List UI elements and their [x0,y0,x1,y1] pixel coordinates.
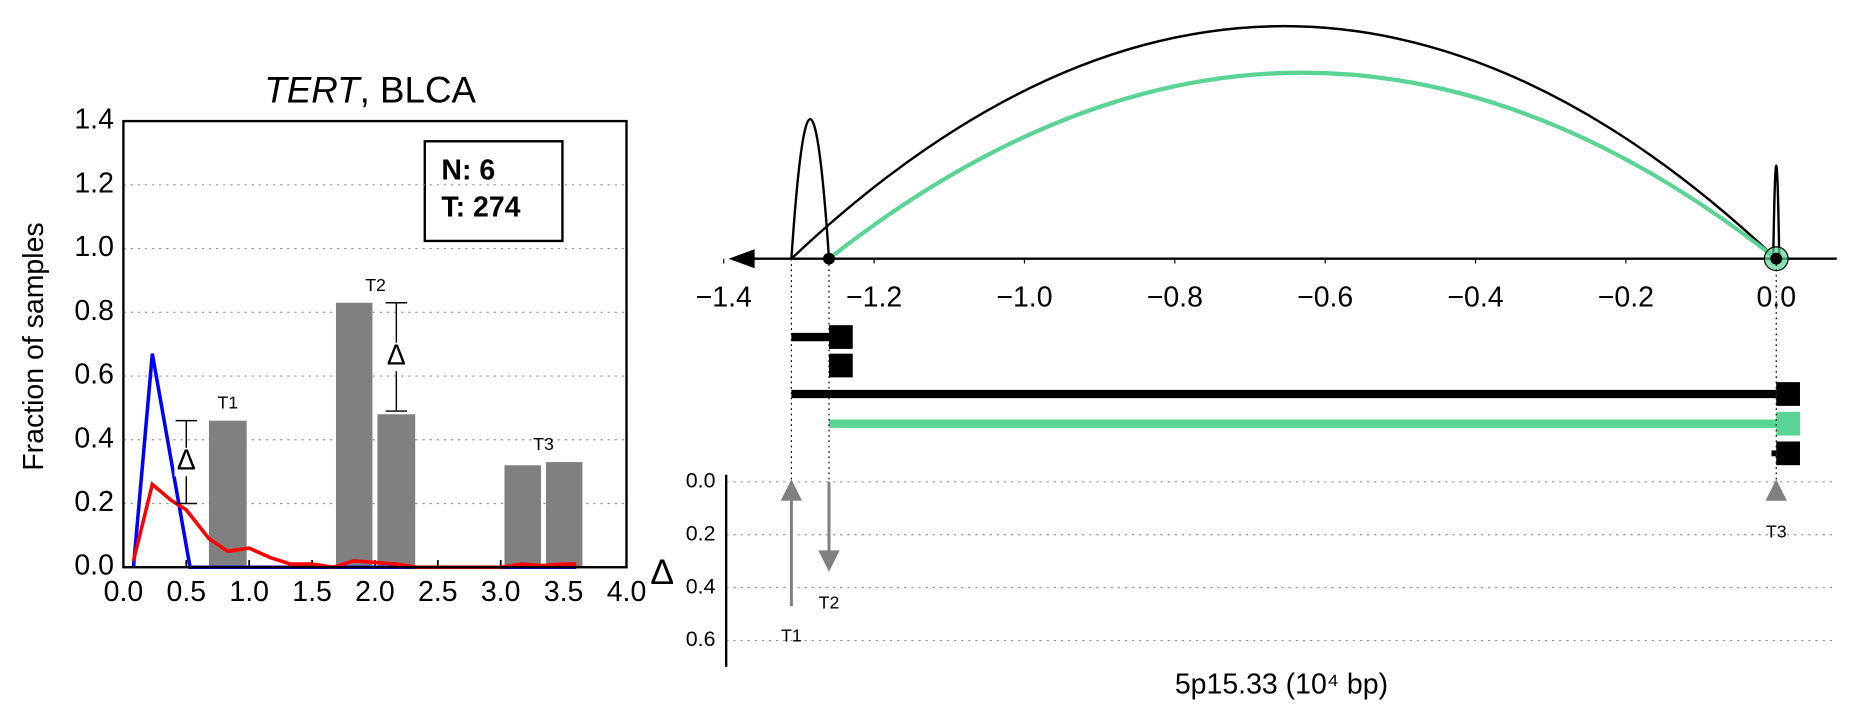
x-tick-label: 3.5 [544,576,584,608]
x-axis-label: 5p15.33 (10⁴ bp) [1175,668,1388,700]
y-tick-label: 0.2 [74,486,114,518]
group-label: T3 [533,434,554,454]
x-tick-label: 2.5 [418,576,458,608]
y-tick-label: 0.0 [74,550,114,582]
bar [377,414,416,568]
site-dot [1770,252,1783,265]
y-tick-label: 0.4 [74,422,114,454]
junction-arc [790,118,831,259]
delta-tick-label: 0.6 [686,627,716,651]
junction-arc [1772,164,1781,259]
delta-tick-label: 0.0 [686,468,716,492]
delta-tick-label: 0.4 [686,574,716,598]
delta-symbol: Δ [387,339,406,371]
delta-label: T1 [781,626,802,646]
chart-title: TERT, BLCA [264,69,476,110]
exon [1776,382,1800,406]
delta-axis-label: Δ [650,552,674,592]
x-tick-label: −0.8 [1147,282,1203,314]
x-tick-label: −1.0 [996,282,1052,314]
x-tick-label: 0.0 [104,576,144,608]
delta-arrow-head [818,550,840,572]
x-tick-label: 2.0 [355,576,395,608]
y-tick-label: 0.8 [74,295,114,327]
y-axis-label: Fraction of samples [18,222,50,470]
x-tick-label: −0.4 [1447,282,1503,314]
annotation-text: N: 6 [441,155,495,187]
x-tick-label: 1.5 [292,576,332,608]
exon [828,325,853,349]
group-label: T1 [217,393,238,413]
bar [545,462,583,568]
delta-symbol: Δ [177,445,196,477]
junction-arc [790,24,1778,260]
delta-arrow-head [780,479,803,501]
delta-label: T2 [819,593,840,613]
bar [208,420,247,568]
annotation-text: T: 274 [441,191,520,223]
exon [1776,441,1800,466]
delta-tick-label: 0.2 [686,521,716,545]
x-tick-label: 3.0 [481,576,521,608]
delta-symbol-bg [384,342,409,372]
delta-symbol-bg [174,447,199,477]
x-tick-label: −1.4 [696,282,752,314]
x-tick-label: 0.5 [166,576,206,608]
delta-label: T3 [1766,522,1787,542]
exon [828,353,853,378]
title-gene: TERT [264,69,362,110]
y-tick-label: 0.6 [74,359,114,391]
x-tick-label: 4.0 [607,576,647,608]
annotation-box [423,140,564,243]
x-tick-label: −1.2 [846,282,902,314]
axis-arrow [728,249,755,269]
title-cohort: , BLCA [360,69,477,110]
bar [504,465,541,568]
y-tick-label: 1.0 [74,231,114,263]
y-tick-label: 1.2 [74,167,114,199]
plot-frame [122,119,628,569]
bar [335,302,373,568]
junction-arc [827,70,1778,261]
x-tick-label: −0.2 [1598,282,1654,314]
site-dot [823,252,835,265]
x-tick-label: 1.0 [229,576,269,608]
delta-arrow-head [1765,479,1787,501]
y-tick-label: 1.4 [74,104,114,136]
x-tick-label: −0.6 [1297,282,1353,314]
exon [1776,411,1800,436]
group-label: T2 [365,275,386,295]
